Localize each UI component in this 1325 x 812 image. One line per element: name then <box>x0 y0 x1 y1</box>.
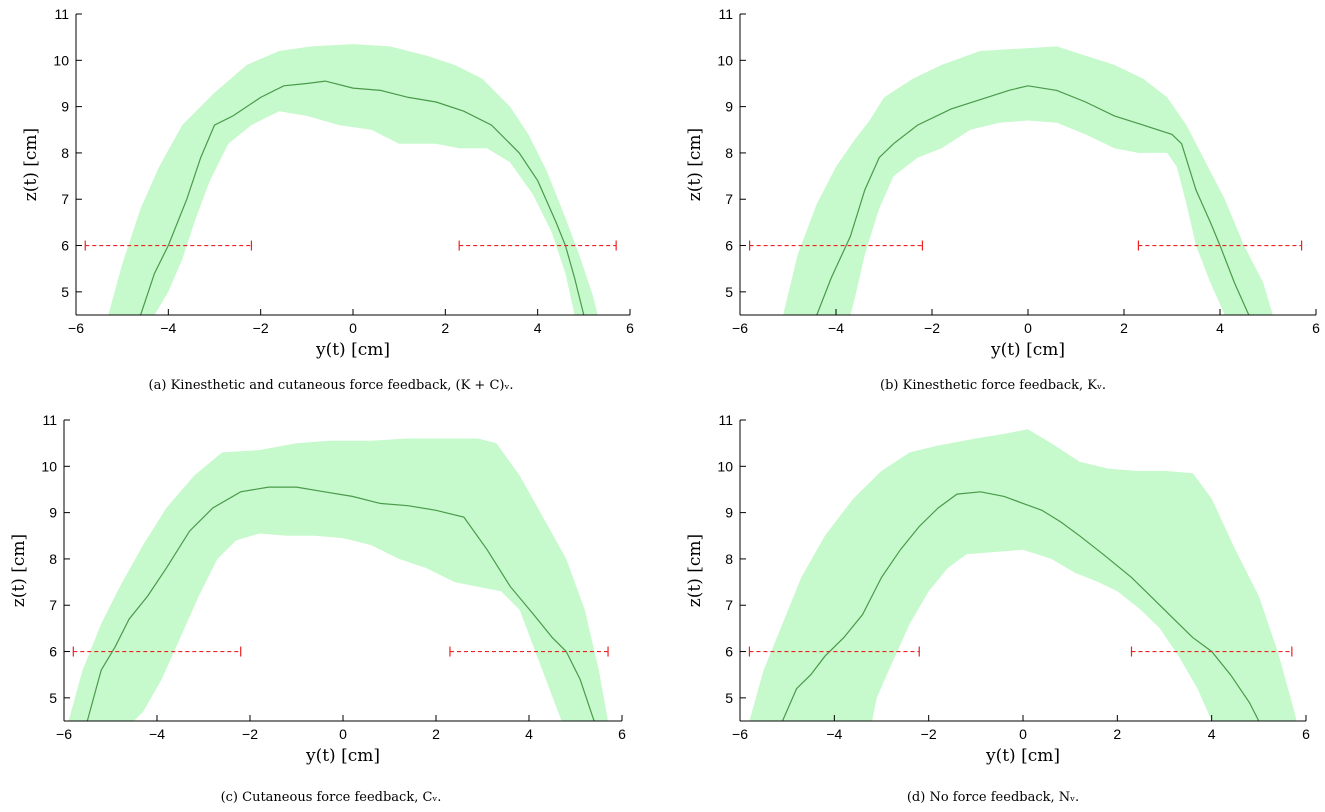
x-tick-label-b-0: 0 <box>1024 320 1032 336</box>
x-tick-label-b--4: −4 <box>828 320 844 336</box>
y-tick-label-a-11: 11 <box>54 6 69 22</box>
y-tick-label-c-10: 10 <box>41 458 57 474</box>
x-tick-label-a-4: 4 <box>534 320 542 336</box>
x-tick-label-a--6: −6 <box>68 320 84 336</box>
y-tick-label-a-10: 10 <box>53 52 69 68</box>
chart-b: −6 −4 −2 0 2 4 6 5 6 7 8 9 10 11 y(t) [cm] z(t) [cm] <box>685 6 1320 360</box>
x-tick-label-c-2: 2 <box>432 726 440 742</box>
y-tick-label-d-7: 7 <box>725 597 733 613</box>
x-axis-label-b: y(t) [cm] <box>990 340 1065 360</box>
y-tick-label-a-7: 7 <box>61 191 69 207</box>
range-marker-d-1 <box>748 646 920 657</box>
x-tick-label-b-2: 2 <box>1120 320 1128 336</box>
plot-area-b <box>783 46 1273 315</box>
y-tick-label-c-8: 8 <box>49 551 57 567</box>
range-marker-c-1 <box>72 646 242 657</box>
y-axis-label-d: z(t) [cm] <box>685 534 705 607</box>
plot-area-d <box>749 429 1297 721</box>
range-marker-a-2 <box>458 240 617 251</box>
caption-a: (a) Kinesthetic and cutaneous force feed… <box>148 378 514 393</box>
chart-a: −6 −4 −2 0 2 4 6 5 6 7 8 9 10 11 y(t) [cm] z(t) [cm] <box>21 6 634 360</box>
variability-band-b <box>783 46 1273 315</box>
x-tick-label-c-4: 4 <box>525 726 533 742</box>
y-tick-label-c-7: 7 <box>49 597 57 613</box>
x-tick-label-a-0: 0 <box>349 320 357 336</box>
y-tick-label-a-9: 9 <box>61 99 69 115</box>
plot-area-c <box>68 438 609 721</box>
x-tick-label-a--2: −2 <box>253 320 269 336</box>
y-tick-label-d-11: 11 <box>718 412 733 428</box>
x-tick-label-b--2: −2 <box>924 320 940 336</box>
variability-band-a <box>108 44 598 315</box>
y-tick-label-c-6: 6 <box>49 644 57 660</box>
mean-trajectory-c <box>86 486 595 721</box>
y-axis-label-a: z(t) [cm] <box>21 128 41 201</box>
y-tick-label-b-8: 8 <box>725 145 733 161</box>
mean-trajectory-d <box>781 491 1260 721</box>
range-marker-b-1 <box>748 240 923 251</box>
y-tick-label-b-5: 5 <box>725 284 733 300</box>
x-tick-label-c-0: 0 <box>339 726 347 742</box>
y-tick-label-b-9: 9 <box>725 99 733 115</box>
caption-b: (b) Kinesthetic force feedback, Kᵥ. <box>880 378 1106 393</box>
x-tick-label-d-0: 0 <box>1019 726 1027 742</box>
x-tick-label-d--4: −4 <box>826 726 842 742</box>
caption-d: (d) No force feedback, Nᵥ. <box>906 790 1080 805</box>
y-tick-label-d-8: 8 <box>725 551 733 567</box>
x-tick-label-b-4: 4 <box>1216 320 1224 336</box>
x-tick-label-a-6: 6 <box>626 320 634 336</box>
x-tick-label-c--6: −6 <box>56 726 72 742</box>
y-tick-label-b-11: 11 <box>718 6 733 22</box>
x-tick-label-c--4: −4 <box>149 726 165 742</box>
x-tick-label-d--6: −6 <box>732 726 748 742</box>
mean-trajectory-b <box>816 85 1250 315</box>
y-tick-label-d-5: 5 <box>725 690 733 706</box>
range-marker-b-2 <box>1137 240 1303 251</box>
range-marker-a-1 <box>84 240 253 251</box>
caption-c: (c) Cutaneous force feedback, Cᵥ. <box>220 790 442 805</box>
x-tick-label-d-6: 6 <box>1302 726 1310 742</box>
range-marker-d-2 <box>1130 646 1293 657</box>
x-tick-label-d-4: 4 <box>1208 726 1216 742</box>
range-marker-c-2 <box>449 646 609 657</box>
y-tick-label-a-6: 6 <box>61 238 69 254</box>
mean-trajectory-a <box>140 80 585 315</box>
x-tick-label-d--2: −2 <box>921 726 937 742</box>
x-tick-label-a-2: 2 <box>441 320 449 336</box>
y-tick-label-c-9: 9 <box>49 505 57 521</box>
x-tick-label-c--2: −2 <box>242 726 258 742</box>
y-tick-label-b-7: 7 <box>725 191 733 207</box>
x-axis-label-d: y(t) [cm] <box>985 746 1060 766</box>
y-tick-label-d-10: 10 <box>717 458 733 474</box>
y-tick-label-b-10: 10 <box>717 52 733 68</box>
subplot-b: −6 −4 −2 0 2 4 6 5 6 7 8 9 10 11 y(t) [cm] z(t) [cm] (b… <box>662 0 1324 406</box>
variability-band-d <box>749 429 1297 721</box>
x-tick-label-b--6: −6 <box>732 320 748 336</box>
plot-area-a <box>108 44 598 315</box>
y-tick-label-d-9: 9 <box>725 505 733 521</box>
y-axis-label-c: z(t) [cm] <box>9 534 29 607</box>
variability-band-c <box>68 438 609 721</box>
x-axis-label-a: y(t) [cm] <box>315 340 390 360</box>
y-tick-label-a-5: 5 <box>61 284 69 300</box>
x-tick-label-b-6: 6 <box>1312 320 1320 336</box>
y-tick-label-b-6: 6 <box>725 238 733 254</box>
y-axis-label-b: z(t) [cm] <box>685 128 705 201</box>
y-tick-label-c-11: 11 <box>42 412 57 428</box>
y-tick-label-a-8: 8 <box>61 145 69 161</box>
chart-c: −6 −4 −2 0 2 4 6 5 6 7 8 9 10 11 y(t) [cm] z(t) [cm] <box>9 412 626 766</box>
x-axis-label-c: y(t) [cm] <box>305 746 380 766</box>
x-tick-label-d-2: 2 <box>1113 726 1121 742</box>
subplot-c: −6 −4 −2 0 2 4 6 5 6 7 8 9 10 11 y(t) [cm] z(t) [cm] (c… <box>0 406 662 812</box>
y-tick-label-c-5: 5 <box>49 690 57 706</box>
subplot-a: −6 −4 −2 0 2 4 6 5 6 7 8 9 10 11 y(t) [cm] z(t) [cm] (a… <box>0 0 662 406</box>
subplot-d: −6 −4 −2 0 2 4 6 5 6 7 8 9 10 11 y(t) [cm] z(t) [cm] (d… <box>662 406 1324 812</box>
x-tick-label-c-6: 6 <box>618 726 626 742</box>
y-tick-label-d-6: 6 <box>725 644 733 660</box>
chart-d: −6 −4 −2 0 2 4 6 5 6 7 8 9 10 11 y(t) [cm] z(t) [cm] <box>685 412 1310 766</box>
x-tick-label-a--4: −4 <box>160 320 176 336</box>
